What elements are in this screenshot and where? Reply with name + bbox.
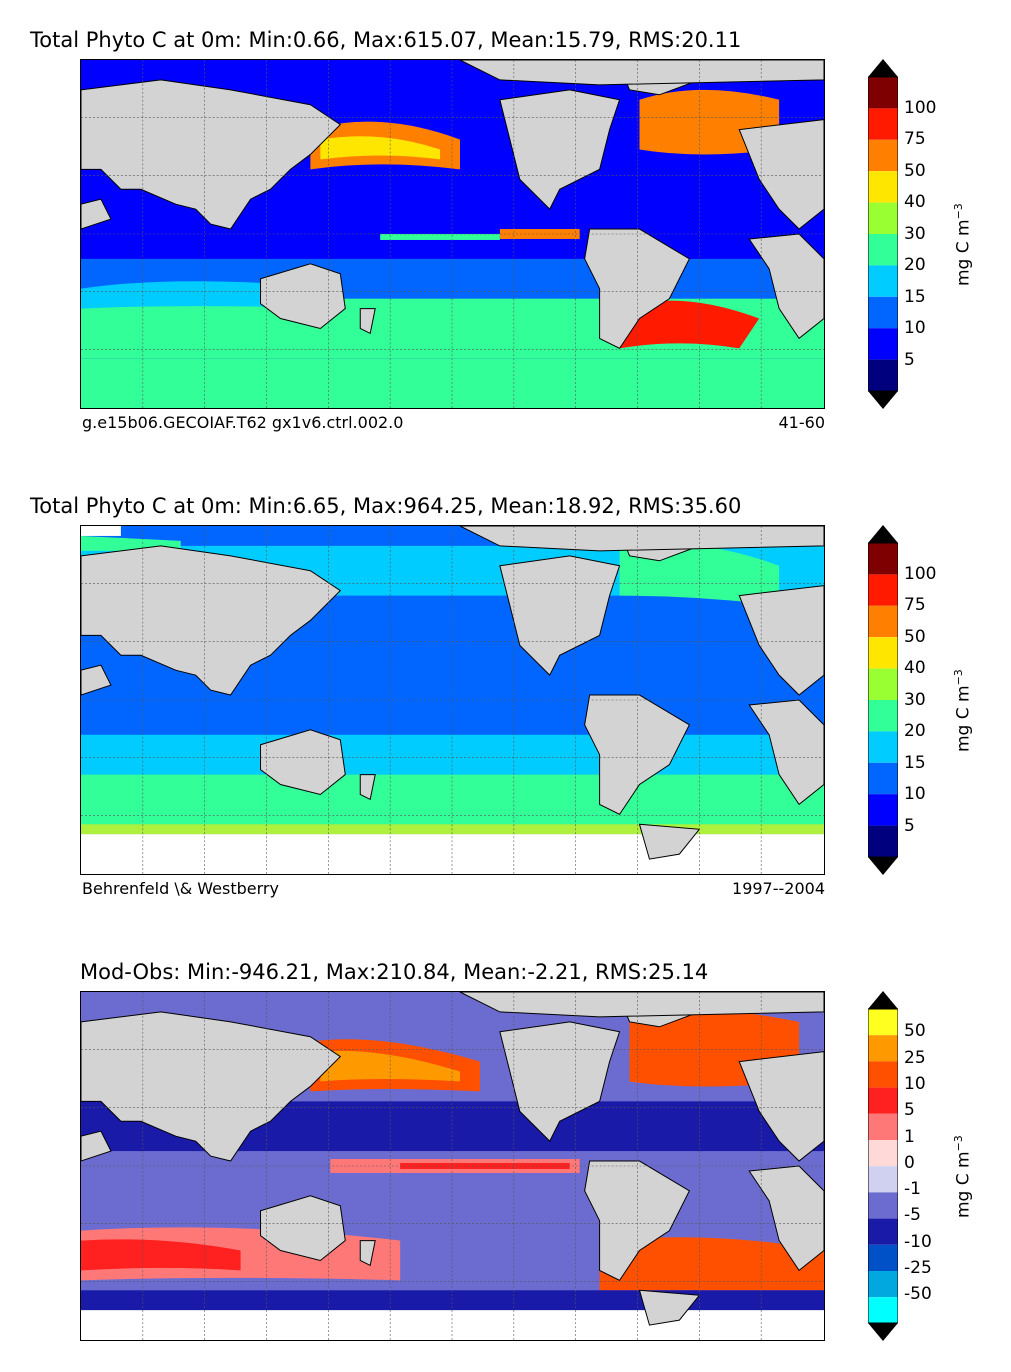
colorbar-unit-label: mg C m−3 [952, 669, 974, 752]
colorbar-tick: 40 [904, 658, 926, 678]
map-svg [81, 992, 824, 1340]
colorbar-tick: 50 [904, 1021, 926, 1041]
colorbar [867, 525, 899, 875]
world-map [80, 525, 825, 875]
colorbar-tick: 5 [904, 1100, 915, 1120]
world-map [80, 59, 825, 409]
colorbar-tick: 10 [904, 784, 926, 804]
colorbar-tick: 50 [904, 161, 926, 181]
colorbar-tick: -50 [904, 1284, 932, 1304]
colorbar-tick: 50 [904, 627, 926, 647]
colorbar [867, 991, 899, 1341]
caption-left: Behrenfeld \& Westberry [82, 879, 279, 898]
map-svg [81, 60, 824, 408]
colorbar-tick: -1 [904, 1179, 921, 1199]
caption-left: g.e15b06.GECOIAF.T62 gx1v6.ctrl.002.0 [82, 413, 404, 432]
colorbar-tick: 30 [904, 690, 926, 710]
colorbar-tick: 100 [904, 564, 937, 584]
caption-right: 41-60 [778, 413, 826, 432]
colorbar-tick: 20 [904, 255, 926, 275]
colorbar-tick: 40 [904, 192, 926, 212]
colorbar-tick: -25 [904, 1258, 932, 1278]
colorbar-tick: 10 [904, 318, 926, 338]
panel-title: Total Phyto C at 0m: Min:6.65, Max:964.2… [30, 494, 742, 518]
caption-right: 1997--2004 [732, 879, 825, 898]
colorbar-tick: 15 [904, 287, 926, 307]
panel-title: Mod-Obs: Min:-946.21, Max:210.84, Mean:-… [80, 960, 709, 984]
colorbar-tick: -10 [904, 1232, 932, 1252]
colorbar-tick: 100 [904, 98, 937, 118]
colorbar-tick: 20 [904, 721, 926, 741]
map-svg [81, 526, 824, 874]
panel-title: Total Phyto C at 0m: Min:0.66, Max:615.0… [30, 28, 742, 52]
colorbar-tick: 15 [904, 753, 926, 773]
colorbar-unit-label: mg C m−3 [952, 203, 974, 286]
colorbar-tick: 10 [904, 1074, 926, 1094]
colorbar-tick: 75 [904, 129, 926, 149]
colorbar-tick: 5 [904, 816, 915, 836]
colorbar-unit-label: mg C m−3 [952, 1135, 974, 1218]
colorbar-tick: 5 [904, 350, 915, 370]
colorbar-tick: 30 [904, 224, 926, 244]
colorbar [867, 59, 899, 409]
colorbar-tick: 0 [904, 1153, 915, 1173]
world-map [80, 991, 825, 1341]
colorbar-tick: 75 [904, 595, 926, 615]
colorbar-tick: 25 [904, 1048, 926, 1068]
colorbar-tick: -5 [904, 1205, 921, 1225]
colorbar-tick: 1 [904, 1127, 915, 1147]
